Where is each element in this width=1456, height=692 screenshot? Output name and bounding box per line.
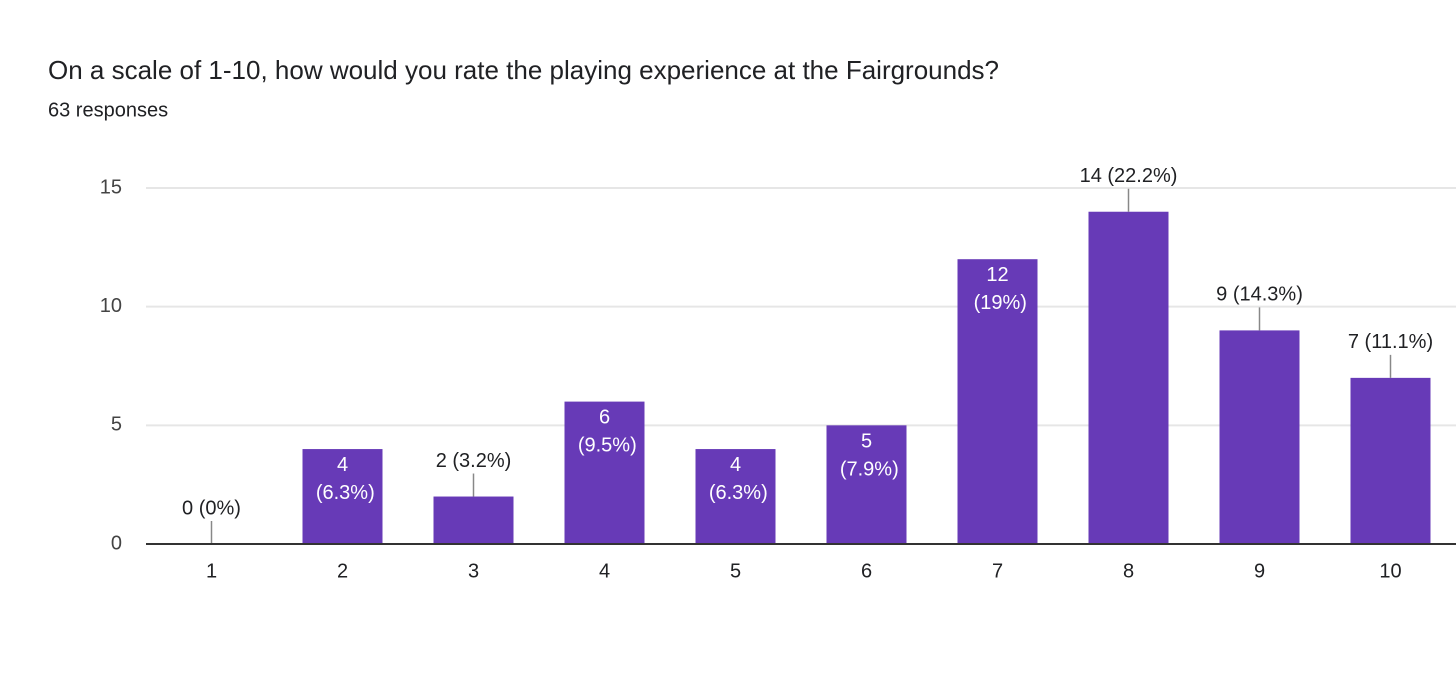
x-tick-label: 10 <box>1379 560 1401 582</box>
y-tick-label: 5 <box>111 414 122 436</box>
value-label: 2 (3.2%) <box>436 450 512 472</box>
x-tick-label: 9 <box>1254 560 1265 582</box>
bar <box>433 496 514 544</box>
x-tick-label: 1 <box>206 560 217 582</box>
value-label: 0 (0%) <box>182 497 241 519</box>
chart-title: On a scale of 1-10, how would you rate t… <box>48 55 999 85</box>
chart-subtitle: 63 responses <box>48 99 168 121</box>
bar <box>1219 330 1300 544</box>
x-tick-label: 3 <box>468 560 479 582</box>
bar <box>695 449 776 544</box>
bar <box>564 401 645 544</box>
x-tick-label: 7 <box>992 560 1003 582</box>
x-tick-label: 4 <box>599 560 610 582</box>
x-tick-label: 5 <box>730 560 741 582</box>
y-tick-label: 15 <box>100 176 122 198</box>
bar <box>957 259 1038 544</box>
y-tick-label: 0 <box>111 532 122 554</box>
value-label: 4 (6.3%) <box>310 454 374 504</box>
bar <box>1350 377 1431 544</box>
bar <box>1088 211 1169 544</box>
y-tick-label: 10 <box>100 295 122 317</box>
bar <box>826 425 907 544</box>
x-tick-label: 8 <box>1123 560 1134 582</box>
value-label: 5 (7.9%) <box>834 431 898 481</box>
x-tick-label: 2 <box>337 560 348 582</box>
value-label: 9 (14.3%) <box>1216 284 1303 306</box>
value-label: 14 (22.2%) <box>1080 165 1178 187</box>
value-label: 12 (19%) <box>968 264 1027 314</box>
bar <box>302 449 383 544</box>
value-label: 7 (11.1%) <box>1348 331 1433 353</box>
value-label: 6 (9.5%) <box>572 407 636 457</box>
x-tick-label: 6 <box>861 560 872 582</box>
value-label: 4 (6.3%) <box>703 454 767 504</box>
